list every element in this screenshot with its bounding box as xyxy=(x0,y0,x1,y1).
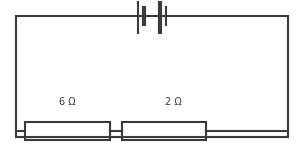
Bar xyxy=(16,16,288,137)
Bar xyxy=(122,122,206,140)
Text: 2 Ω: 2 Ω xyxy=(165,97,181,107)
Bar xyxy=(26,122,110,140)
Text: 6 Ω: 6 Ω xyxy=(59,97,76,107)
